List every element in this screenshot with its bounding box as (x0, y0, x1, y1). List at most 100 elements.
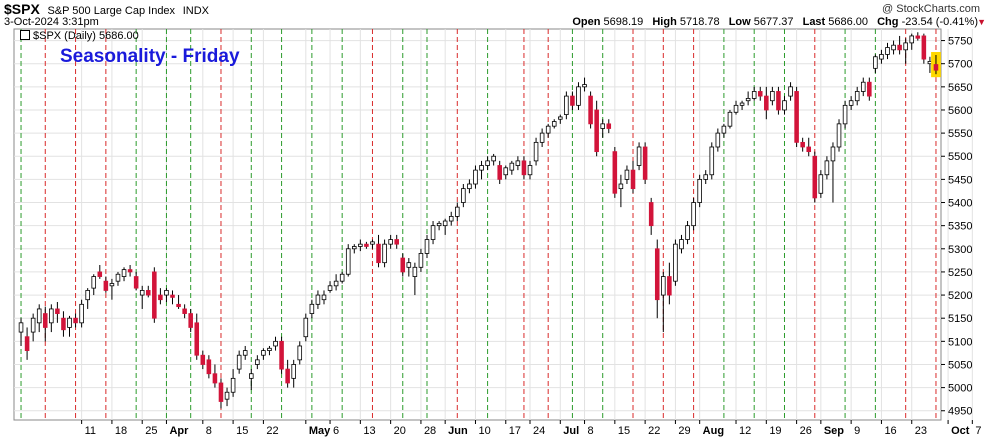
candle-up (848, 100, 854, 106)
open-label: Open (572, 16, 601, 28)
candle-up (751, 91, 757, 99)
candle-up (558, 116, 563, 120)
candle-down (806, 146, 812, 153)
x-axis: 11 18 25 Apr 8 15 22 May 6 13 20 28 Jun 10 17 24 Jul 8 15 2… (81, 420, 981, 437)
candle-up (388, 239, 393, 245)
x-tick-label: 13 (363, 425, 375, 437)
x-tick-label: 25 (145, 425, 157, 437)
candle-down (200, 354, 206, 365)
y-tick-label: 5350 (948, 221, 972, 233)
candle-up (448, 216, 454, 222)
x-tick-label: Sep (824, 425, 844, 437)
y-tick-label: 5100 (948, 336, 972, 348)
candle-up (164, 290, 169, 296)
candle-up (370, 241, 375, 245)
high-value: 5718.78 (679, 16, 720, 28)
x-tick-label: 17 (509, 425, 521, 437)
y-tick-label: 5700 (948, 59, 972, 71)
candle-down (188, 313, 193, 328)
candle-up (879, 54, 884, 60)
candle-down (400, 257, 406, 273)
candle-down (800, 141, 805, 148)
y-axis: 4950 5000 5050 5100 5150 5200 5250 5300 5350 5400… (941, 36, 972, 418)
candle-up (709, 146, 715, 176)
candle-up (854, 91, 860, 102)
candle-up (673, 243, 678, 282)
candle-down (521, 160, 527, 176)
y-tick-label: 5550 (948, 128, 972, 140)
candle-up (503, 167, 509, 176)
candle-up (818, 174, 824, 194)
candle-down (897, 44, 902, 51)
candle-up (582, 84, 587, 88)
candle-up (339, 273, 345, 282)
candle-up (321, 294, 327, 301)
candle-up (509, 162, 515, 171)
candle-down (570, 95, 575, 106)
open-value: 5698.19 (603, 16, 644, 28)
y-tick-label: 5300 (948, 244, 972, 256)
x-tick-label: 28 (424, 425, 436, 437)
candle-up (551, 121, 557, 127)
x-tick-label: Aug (703, 425, 724, 437)
low-value: 5677.37 (753, 16, 794, 28)
candle-up (291, 364, 296, 379)
x-tick-label: 12 (739, 425, 751, 437)
candle-up (527, 165, 533, 176)
candle-down (915, 35, 921, 39)
watermark-text: @ StockCharts.com (882, 3, 980, 15)
x-tick-label: 19 (769, 425, 781, 437)
candle-up (249, 373, 254, 379)
candle-up (600, 123, 605, 129)
x-tick-label: 16 (884, 425, 896, 437)
candle-up (358, 243, 363, 247)
x-tick-label: 20 (394, 425, 406, 437)
candle-up (424, 239, 430, 254)
plot-area-border (13, 28, 942, 421)
candle-up (79, 303, 84, 324)
candle-up (224, 391, 230, 400)
candle-down (145, 290, 151, 296)
x-tick-label: 23 (915, 425, 927, 437)
x-tick-label: 22 (266, 425, 278, 437)
candle-up (442, 220, 448, 227)
candle-up (836, 123, 842, 148)
candle-down (933, 64, 939, 71)
candle-down (55, 308, 60, 314)
x-tick-label: 15 (618, 425, 630, 437)
candle-up (273, 340, 278, 347)
last-value: 5686.00 (828, 16, 869, 28)
y-tick-label: 5150 (948, 313, 972, 325)
candle-down (176, 303, 181, 308)
x-tick-label: Oct (951, 425, 970, 437)
candle-up (115, 273, 121, 282)
candle-up (885, 47, 890, 55)
symbol-description: S&P 500 Large Cap Index (47, 5, 176, 17)
x-tick-label: 11 (85, 425, 96, 437)
y-tick-label: 5450 (948, 174, 972, 186)
candle-up (412, 266, 418, 277)
candle-up (18, 322, 24, 333)
candle-down (630, 169, 636, 190)
candle-down (376, 243, 381, 264)
candle-down (218, 382, 224, 402)
candle-down (212, 373, 218, 384)
candle-up (873, 56, 878, 69)
x-tick-label: Jun (448, 425, 468, 437)
candle-up (436, 222, 442, 227)
x-tick-label: 15 (236, 425, 248, 437)
candle-down (133, 276, 139, 289)
candle-up (67, 317, 72, 328)
legend-swatch (20, 30, 30, 40)
candle-up (473, 169, 478, 185)
candle-down (606, 123, 612, 129)
y-tick-label: 5000 (948, 383, 972, 395)
candle-up (745, 98, 751, 102)
ohlc-readout: Open 5698.19 High 5718.78 Low 5677.37 La… (572, 16, 984, 28)
candle-down (812, 155, 818, 199)
candle-up (303, 317, 309, 338)
symbol-label: $SPX (4, 1, 40, 17)
candle-down (642, 146, 648, 180)
chart-title: $SPX S&P 500 Large Cap Index INDX (4, 1, 209, 17)
